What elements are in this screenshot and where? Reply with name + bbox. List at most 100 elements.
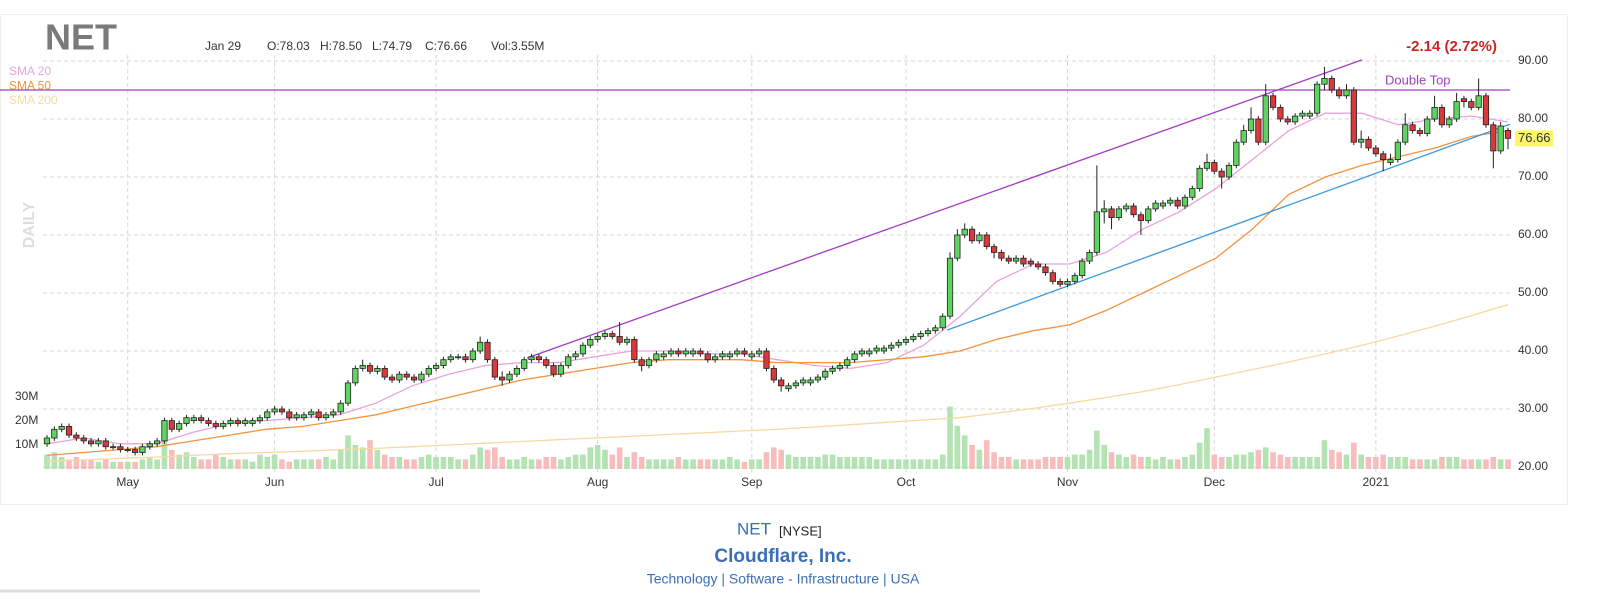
candle-body — [43, 437, 51, 445]
volume-bar — [242, 459, 249, 469]
candle-body — [689, 350, 697, 355]
candle-body — [352, 367, 359, 384]
volume-bar — [257, 454, 263, 469]
x-tick-label: 2021 — [1362, 475, 1389, 489]
volume-bar — [528, 459, 535, 469]
candle-body — [374, 367, 381, 372]
candle-body — [315, 411, 322, 419]
sector-line[interactable]: Technology | Software - Infrastructure |… — [647, 571, 920, 587]
volume-bar — [1248, 452, 1254, 469]
volume-bar — [1196, 442, 1203, 469]
volume-bar — [1395, 457, 1401, 469]
volume-bar — [565, 457, 572, 469]
footer-ticker[interactable]: NET — [737, 519, 771, 538]
x-tick-label: Jun — [265, 475, 284, 489]
volume-bar — [102, 459, 109, 469]
volume-bar — [1468, 459, 1475, 469]
header-open: O:78.03 — [267, 39, 310, 53]
candle-body — [1299, 112, 1306, 117]
volume-bar — [939, 454, 946, 469]
volume-bar — [492, 447, 498, 469]
chart-frame — [0, 14, 1568, 505]
volume-bar — [1321, 440, 1328, 469]
candle-body — [579, 344, 587, 355]
candle-body — [1409, 124, 1416, 132]
volume-bar — [433, 457, 439, 469]
candle-body — [102, 440, 109, 448]
volume-bar — [859, 457, 865, 469]
candle-body — [601, 333, 609, 337]
candle-body — [491, 359, 498, 378]
x-tick-label: Oct — [897, 475, 916, 489]
candle-body — [168, 420, 175, 430]
candle-body — [990, 246, 998, 253]
candle-body — [1108, 208, 1115, 218]
volume-bar — [1167, 459, 1174, 469]
candle-body — [1174, 199, 1181, 207]
candle-body — [73, 434, 80, 439]
candle-body — [455, 356, 462, 359]
candle-body — [249, 420, 256, 424]
candle-body — [425, 367, 432, 375]
company-name[interactable]: Cloudflare, Inc. — [714, 546, 851, 567]
candle-body — [946, 257, 954, 317]
volume-tick-label: 10M — [15, 437, 38, 451]
volume-bar — [279, 459, 285, 469]
candle-body — [1460, 98, 1468, 102]
candle-body — [822, 370, 829, 378]
candle-body — [675, 350, 682, 355]
candle-body — [447, 356, 454, 361]
volume-bar — [1123, 457, 1130, 469]
volume-bar — [462, 459, 469, 469]
volume-bar — [1189, 454, 1196, 469]
candle-body — [1013, 257, 1020, 262]
candle-body — [535, 356, 542, 361]
candle-body — [124, 449, 131, 452]
volume-bar — [1064, 457, 1071, 469]
volume-bar — [88, 459, 94, 469]
candle-body — [645, 359, 653, 366]
candle-body — [1071, 275, 1078, 282]
volume-bar — [1174, 459, 1181, 469]
candle-body — [924, 330, 932, 335]
candle-body — [998, 251, 1005, 259]
volume-bar — [1306, 457, 1313, 469]
candle-body — [748, 353, 755, 358]
candle-body — [572, 353, 579, 358]
candle-body — [528, 356, 535, 361]
volume-bar — [1461, 459, 1467, 469]
volume-bar — [778, 449, 784, 469]
volume-bar — [1292, 457, 1298, 469]
period-label: DAILY — [21, 201, 38, 248]
volume-bar — [1380, 454, 1386, 469]
volume-bar — [558, 459, 564, 469]
candle-body — [176, 423, 183, 430]
volume-bar — [154, 459, 160, 469]
candle-body — [234, 420, 241, 424]
volume-bar — [1475, 459, 1482, 469]
volume-bar — [602, 449, 608, 469]
volume-bar — [734, 459, 740, 469]
candle-body — [87, 440, 95, 445]
candle-body — [910, 336, 917, 340]
volume-bar — [315, 459, 322, 469]
volume-bar — [616, 447, 623, 469]
volume-bar — [308, 459, 315, 469]
candle-body — [198, 417, 205, 422]
candle-body — [1490, 124, 1497, 152]
volume-bar — [80, 459, 87, 469]
candle-body — [220, 423, 227, 427]
volume-bar — [756, 459, 762, 469]
candle-body — [1064, 280, 1071, 285]
volume-bar — [1035, 459, 1041, 469]
volume-bar — [1072, 454, 1078, 469]
volume-bar — [638, 457, 645, 469]
candle-body — [139, 446, 146, 453]
volume-bar — [330, 459, 337, 469]
volume-bar — [95, 461, 102, 469]
candle-body — [616, 336, 623, 343]
candle-body — [1291, 115, 1299, 123]
volume-bar — [536, 459, 542, 469]
volume-bar — [1439, 457, 1445, 469]
volume-bar — [1270, 452, 1276, 469]
